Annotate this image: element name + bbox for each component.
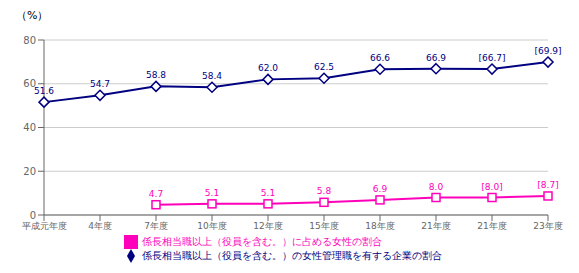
svg-text:80: 80 bbox=[23, 35, 36, 46]
svg-text:4年度: 4年度 bbox=[88, 221, 112, 231]
svg-text:51.6: 51.6 bbox=[34, 86, 54, 96]
svg-text:平成元年度: 平成元年度 bbox=[22, 221, 67, 231]
svg-text:60: 60 bbox=[23, 78, 36, 90]
svg-text:54.7: 54.7 bbox=[90, 79, 110, 89]
svg-text:58.8: 58.8 bbox=[146, 70, 166, 80]
svg-text:21年度: 21年度 bbox=[421, 221, 450, 231]
svg-text:[69.9]: [69.9] bbox=[534, 46, 561, 56]
svg-text:5.1: 5.1 bbox=[205, 188, 219, 198]
svg-text:21年度: 21年度 bbox=[477, 221, 506, 231]
svg-text:18年度: 18年度 bbox=[365, 221, 394, 231]
svg-text:20: 20 bbox=[23, 166, 36, 177]
svg-text:66.9: 66.9 bbox=[426, 53, 446, 63]
svg-text:0: 0 bbox=[30, 210, 36, 221]
svg-text:12年度: 12年度 bbox=[253, 221, 282, 231]
svg-text:6.9: 6.9 bbox=[373, 184, 388, 194]
svg-text:[8.0]: [8.0] bbox=[481, 182, 502, 192]
svg-text:23年度: 23年度 bbox=[533, 221, 562, 231]
svg-text:5.8: 5.8 bbox=[317, 186, 332, 196]
svg-text:7年度: 7年度 bbox=[144, 221, 168, 231]
svg-text:[8.7]: [8.7] bbox=[537, 180, 558, 190]
svg-text:10年度: 10年度 bbox=[197, 221, 226, 231]
svg-text:66.6: 66.6 bbox=[370, 53, 390, 63]
svg-text:4.7: 4.7 bbox=[149, 189, 163, 199]
svg-text:62.5: 62.5 bbox=[314, 62, 334, 72]
html-text:係長相当職以上（役員を含む。）の女性管理職を有する企業の割合: 係長相当職以上（役員を含む。）の女性管理職を有する企業の割合 bbox=[142, 250, 442, 261]
svg-text:8.0: 8.0 bbox=[429, 182, 444, 192]
svg-text:[66.7]: [66.7] bbox=[478, 53, 505, 63]
svg-text:40: 40 bbox=[23, 122, 36, 133]
svg-text:62.0: 62.0 bbox=[258, 63, 278, 73]
svg-text:5.1: 5.1 bbox=[261, 188, 275, 198]
svg-text:15年度: 15年度 bbox=[309, 221, 338, 231]
html-text:係長相当職以上（役員を含む。）に占める女性の割合: 係長相当職以上（役員を含む。）に占める女性の割合 bbox=[142, 236, 382, 247]
svg-text:58.4: 58.4 bbox=[202, 71, 222, 81]
